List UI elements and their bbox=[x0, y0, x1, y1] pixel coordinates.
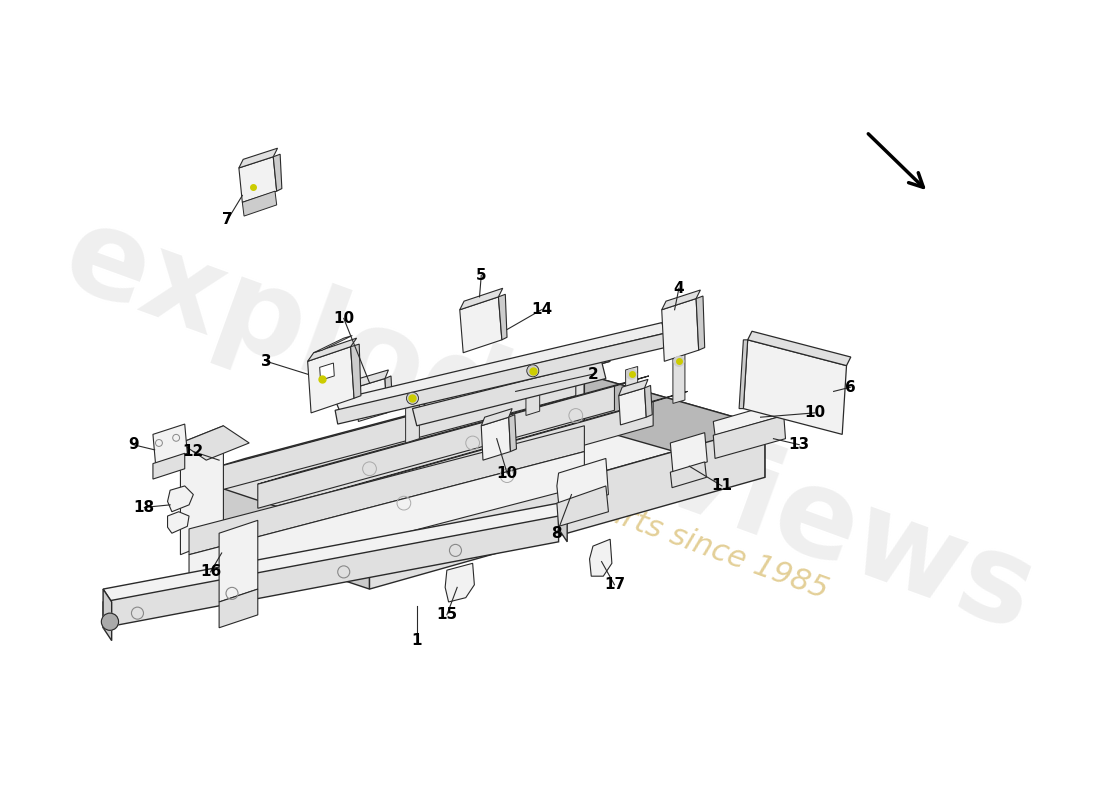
Text: 12: 12 bbox=[183, 444, 204, 459]
Polygon shape bbox=[336, 322, 666, 410]
Polygon shape bbox=[153, 424, 187, 463]
Polygon shape bbox=[385, 376, 393, 413]
Text: 7: 7 bbox=[222, 212, 233, 227]
Circle shape bbox=[527, 365, 539, 377]
Polygon shape bbox=[559, 503, 568, 542]
Polygon shape bbox=[308, 346, 354, 413]
Polygon shape bbox=[336, 333, 669, 424]
Text: 9: 9 bbox=[128, 437, 139, 452]
Polygon shape bbox=[370, 426, 764, 589]
Polygon shape bbox=[460, 288, 503, 310]
Polygon shape bbox=[305, 402, 653, 524]
Polygon shape bbox=[239, 157, 277, 202]
Text: 6: 6 bbox=[846, 380, 856, 394]
Polygon shape bbox=[320, 363, 334, 380]
Polygon shape bbox=[662, 290, 701, 310]
Polygon shape bbox=[557, 486, 608, 526]
Circle shape bbox=[407, 392, 418, 404]
Polygon shape bbox=[446, 563, 474, 602]
Polygon shape bbox=[406, 396, 419, 443]
Polygon shape bbox=[412, 349, 610, 409]
Text: explodedviews: explodedviews bbox=[50, 196, 1050, 656]
Polygon shape bbox=[308, 338, 356, 362]
Polygon shape bbox=[180, 426, 250, 460]
Polygon shape bbox=[626, 366, 638, 416]
Polygon shape bbox=[673, 354, 685, 403]
Text: 8: 8 bbox=[551, 526, 562, 541]
Polygon shape bbox=[619, 388, 647, 425]
Polygon shape bbox=[713, 402, 784, 435]
Polygon shape bbox=[645, 386, 652, 417]
Polygon shape bbox=[412, 362, 606, 426]
Polygon shape bbox=[748, 331, 850, 366]
Polygon shape bbox=[103, 516, 559, 628]
Polygon shape bbox=[239, 148, 277, 168]
Polygon shape bbox=[273, 154, 282, 191]
Polygon shape bbox=[314, 335, 352, 353]
Polygon shape bbox=[153, 454, 185, 479]
Polygon shape bbox=[257, 376, 649, 484]
Polygon shape bbox=[180, 426, 223, 554]
Polygon shape bbox=[584, 374, 764, 478]
Text: 4: 4 bbox=[673, 281, 684, 296]
Text: 10: 10 bbox=[496, 466, 518, 481]
Polygon shape bbox=[242, 191, 277, 216]
Polygon shape bbox=[481, 409, 513, 426]
Polygon shape bbox=[351, 344, 361, 398]
Polygon shape bbox=[739, 340, 748, 409]
Polygon shape bbox=[526, 368, 540, 415]
Polygon shape bbox=[498, 294, 507, 340]
Polygon shape bbox=[356, 378, 387, 422]
Polygon shape bbox=[662, 298, 698, 362]
Polygon shape bbox=[210, 372, 575, 493]
Text: 13: 13 bbox=[789, 437, 810, 452]
Text: 3: 3 bbox=[261, 354, 272, 369]
Polygon shape bbox=[713, 415, 785, 458]
Text: 18: 18 bbox=[134, 500, 155, 515]
Polygon shape bbox=[167, 486, 194, 512]
Polygon shape bbox=[619, 379, 648, 396]
Text: 5: 5 bbox=[476, 268, 486, 283]
Polygon shape bbox=[670, 462, 706, 488]
Polygon shape bbox=[481, 417, 510, 460]
Polygon shape bbox=[103, 503, 568, 602]
Circle shape bbox=[101, 613, 119, 630]
Polygon shape bbox=[219, 589, 257, 628]
Polygon shape bbox=[590, 539, 612, 576]
Text: 10: 10 bbox=[804, 406, 825, 420]
Polygon shape bbox=[189, 451, 584, 589]
Polygon shape bbox=[744, 340, 847, 434]
Polygon shape bbox=[189, 374, 584, 529]
Polygon shape bbox=[508, 414, 517, 451]
Polygon shape bbox=[167, 512, 189, 534]
Text: 15: 15 bbox=[437, 607, 458, 622]
Polygon shape bbox=[210, 362, 610, 469]
Polygon shape bbox=[557, 458, 608, 509]
Polygon shape bbox=[526, 360, 540, 373]
Polygon shape bbox=[189, 478, 370, 589]
Text: 17: 17 bbox=[604, 578, 625, 592]
Polygon shape bbox=[670, 433, 707, 472]
Text: 2: 2 bbox=[587, 366, 598, 382]
Text: 1: 1 bbox=[411, 633, 422, 648]
Polygon shape bbox=[305, 391, 688, 500]
Polygon shape bbox=[696, 296, 705, 350]
Text: 14: 14 bbox=[531, 302, 552, 318]
Circle shape bbox=[674, 356, 684, 366]
Text: 10: 10 bbox=[333, 311, 354, 326]
Text: 11: 11 bbox=[712, 478, 733, 494]
Polygon shape bbox=[257, 386, 615, 508]
Polygon shape bbox=[356, 370, 388, 387]
Polygon shape bbox=[103, 589, 112, 641]
Polygon shape bbox=[219, 520, 257, 602]
Polygon shape bbox=[189, 426, 584, 554]
Text: 16: 16 bbox=[200, 564, 221, 579]
Polygon shape bbox=[189, 374, 764, 538]
Circle shape bbox=[627, 369, 637, 379]
Polygon shape bbox=[406, 387, 419, 400]
Polygon shape bbox=[460, 297, 502, 353]
Text: a passion for parts since 1985: a passion for parts since 1985 bbox=[388, 419, 832, 604]
